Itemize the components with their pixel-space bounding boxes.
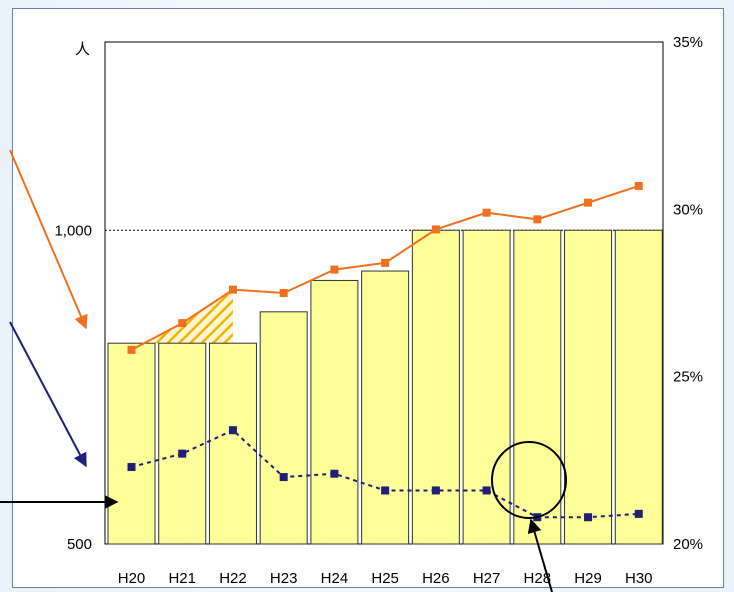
x-tick-H24: H24 <box>321 570 349 587</box>
solid-series-point-H27 <box>482 208 491 217</box>
solid-series-point-H25 <box>381 258 390 267</box>
solid-series-point-H22 <box>228 285 237 294</box>
dashed-series-point-H22 <box>228 426 237 435</box>
bar-H26 <box>411 229 460 545</box>
bar-H28 <box>513 229 562 545</box>
y-right-tick-25: 25% <box>673 369 703 386</box>
arrow-black-circle <box>527 518 553 592</box>
highlight-circle <box>491 441 567 519</box>
solid-series-point-H21 <box>178 319 187 328</box>
x-tick-H27: H27 <box>473 570 501 587</box>
y-left-tick-1000: 1,000 <box>54 222 92 239</box>
arrow-orange <box>9 149 88 330</box>
solid-series-point-H30 <box>634 181 643 190</box>
x-tick-H23: H23 <box>270 570 298 587</box>
bar-H24 <box>310 279 359 545</box>
dashed-series-point-H29 <box>584 513 593 522</box>
x-tick-H20: H20 <box>118 570 146 587</box>
y-left-tick-500: 500 <box>67 536 92 553</box>
solid-series-point-H20 <box>127 345 136 354</box>
x-tick-H21: H21 <box>168 570 196 587</box>
dashed-series-point-H30 <box>634 509 643 518</box>
solid-series-point-H23 <box>279 289 288 297</box>
x-tick-H29: H29 <box>574 570 602 587</box>
y-left-unit-label: 人 <box>75 41 90 58</box>
bar-H21 <box>158 342 207 545</box>
dashed-series-point-H20 <box>127 463 136 472</box>
x-tick-H30: H30 <box>625 570 653 587</box>
bar-H29 <box>564 229 613 545</box>
y-right-tick-30: 30% <box>673 201 703 218</box>
dashed-series-point-H27 <box>482 486 491 495</box>
solid-series-point-H24 <box>330 265 339 274</box>
x-tick-H25: H25 <box>371 570 399 587</box>
y-right-tick-20: 20% <box>673 536 703 553</box>
bar-H27 <box>462 229 511 545</box>
y-right-tick-35: 35% <box>673 34 703 51</box>
x-tick-H26: H26 <box>422 570 450 587</box>
dashed-series-point-H26 <box>431 486 440 495</box>
bar-H22 <box>208 342 257 545</box>
solid-series-point-H26 <box>431 225 440 234</box>
dashed-series-point-H24 <box>330 469 339 478</box>
bar-H23 <box>259 311 308 545</box>
dashed-series-point-H21 <box>178 449 187 458</box>
solid-series-point-H28 <box>533 215 542 224</box>
bar-H30 <box>614 229 663 545</box>
arrow-navy <box>9 321 87 468</box>
hatched-gap-area <box>131 289 233 350</box>
dashed-series-point-H25 <box>381 486 390 495</box>
solid-series-point-H29 <box>584 198 593 207</box>
x-tick-H28: H28 <box>524 570 552 587</box>
x-tick-H22: H22 <box>219 570 247 587</box>
dashed-series-point-H23 <box>279 473 288 482</box>
bar-H25 <box>361 270 410 545</box>
bar-H20 <box>107 342 156 545</box>
